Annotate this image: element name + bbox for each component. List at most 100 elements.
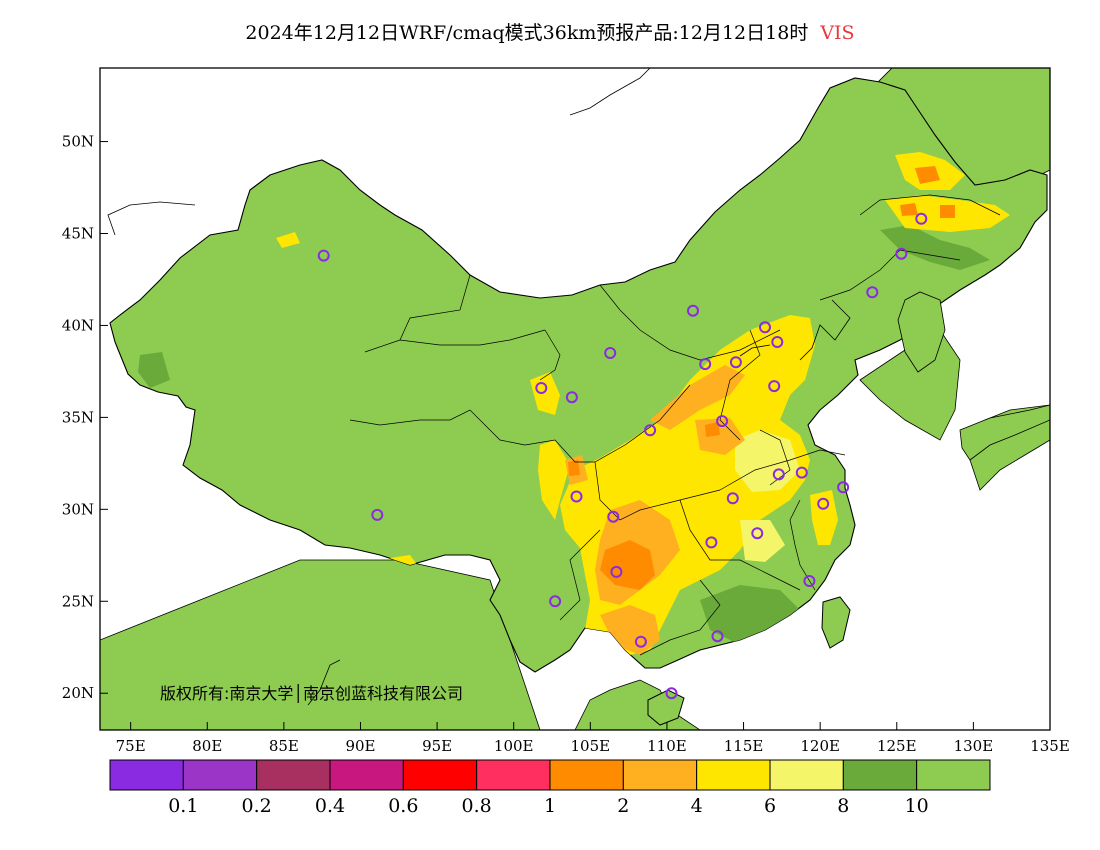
province-border xyxy=(594,461,721,521)
colorbar-swatch xyxy=(622,759,698,791)
station-layer xyxy=(317,212,928,700)
station-marker xyxy=(371,508,384,521)
province-border xyxy=(539,329,561,381)
visibility-band xyxy=(940,205,955,218)
station-marker xyxy=(726,492,739,505)
x-tick-label: 90E xyxy=(345,737,375,755)
x-tick-label: 130E xyxy=(954,737,994,755)
colorbar: 0.1 0.2 0.4 0.6 0.8 1 2 4 6 8 10 xyxy=(109,759,991,817)
visibility-band xyxy=(530,372,560,415)
station-marker xyxy=(705,536,718,549)
japan-island xyxy=(959,404,1050,461)
province-border xyxy=(789,499,816,591)
station-marker xyxy=(665,687,678,700)
x-tick-label: 85E xyxy=(269,737,299,755)
x-tick-label: 105E xyxy=(571,737,611,755)
colorbar-label: 0.1 xyxy=(168,795,198,817)
visibility-band xyxy=(900,203,918,216)
visibility-band xyxy=(600,540,655,590)
province-border xyxy=(364,329,546,353)
station-marker xyxy=(549,595,562,608)
station-marker xyxy=(711,630,724,643)
low-visibility-patch xyxy=(138,352,170,388)
coastline xyxy=(107,201,196,236)
y-tick-label: 40N xyxy=(62,316,94,334)
y-axis-ticks: 20N 25N 30N 35N 40N 45N 50N xyxy=(62,133,108,702)
colorbar-swatch xyxy=(769,759,844,791)
colorbar-swatch xyxy=(182,759,258,791)
land-layer xyxy=(100,68,1050,730)
colorbar-label: 2 xyxy=(617,795,629,817)
visibility-band xyxy=(538,440,570,520)
x-tick-label: 110E xyxy=(647,737,687,755)
visibility-fill-layer xyxy=(138,152,1010,672)
coastline xyxy=(739,344,771,357)
x-tick-label: 95E xyxy=(422,737,452,755)
colorbar-label: 0.6 xyxy=(388,795,418,817)
y-tick-label: 20N xyxy=(62,684,94,702)
visibility-band xyxy=(276,232,300,248)
visibility-band xyxy=(705,422,720,437)
coastline xyxy=(307,659,341,706)
station-marker xyxy=(803,575,816,587)
station-marker xyxy=(759,321,771,334)
station-marker xyxy=(768,380,781,393)
y-tick-label: 35N xyxy=(62,408,94,426)
colorbar-swatch xyxy=(842,759,918,791)
station-marker xyxy=(866,286,879,299)
map-title: 2024年12月12日WRF/cmaq模式36km预报产品:12月12日18时 V… xyxy=(0,18,1100,45)
coastline xyxy=(799,299,851,361)
boundary-layer xyxy=(107,68,1001,706)
province-border xyxy=(679,499,801,591)
title-variable: VIS xyxy=(820,22,855,44)
colorbar-label: 0.2 xyxy=(242,795,272,817)
taiwan-island xyxy=(821,596,851,649)
colorbar-label: 6 xyxy=(764,795,776,817)
korea-peninsula xyxy=(897,291,946,373)
station-marker xyxy=(644,424,657,437)
colorbar-label: 0.8 xyxy=(462,795,492,817)
province-border xyxy=(819,249,961,301)
station-marker xyxy=(317,249,330,262)
coastline xyxy=(569,68,651,116)
province-border xyxy=(859,194,1001,216)
y-tick-label: 25N xyxy=(62,592,94,610)
station-marker xyxy=(699,358,712,371)
title-main: 2024年12月12日WRF/cmaq模式36km预报产品:12月12日18时 xyxy=(245,22,809,44)
colorbar-label: 10 xyxy=(905,795,929,817)
station-marker xyxy=(607,510,620,523)
station-marker xyxy=(751,527,764,540)
colorbar-label: 8 xyxy=(837,795,849,817)
colorbar-swatch xyxy=(476,759,551,791)
province-border xyxy=(349,409,526,446)
province-border xyxy=(719,449,846,491)
colorbar-swatch xyxy=(549,759,624,791)
province-border xyxy=(759,429,791,486)
station-marker xyxy=(570,490,583,503)
station-marker xyxy=(772,468,785,481)
province-border xyxy=(719,329,761,441)
station-marker xyxy=(565,391,578,404)
station-marker xyxy=(604,347,617,359)
colorbar-swatch xyxy=(402,759,478,791)
station-marker xyxy=(915,212,928,225)
colorbar-swatch xyxy=(329,759,404,791)
x-tick-label: 135E xyxy=(1030,737,1070,755)
station-marker xyxy=(817,497,830,510)
colorbar-swatch xyxy=(256,759,331,791)
visibility-band xyxy=(740,520,785,562)
x-tick-label: 75E xyxy=(116,737,146,755)
station-marker xyxy=(716,415,729,428)
station-marker xyxy=(634,635,647,648)
station-marker xyxy=(771,336,784,348)
low-visibility-patch xyxy=(880,225,990,270)
y-tick-label: 30N xyxy=(62,500,94,518)
x-tick-label: 120E xyxy=(800,737,840,755)
x-tick-label: 115E xyxy=(724,737,764,755)
colorbar-swatch xyxy=(109,759,184,791)
neighbor-land xyxy=(100,559,541,730)
colorbar-label: 0.4 xyxy=(315,795,345,817)
station-marker xyxy=(687,304,699,317)
y-tick-label: 45N xyxy=(62,225,94,243)
